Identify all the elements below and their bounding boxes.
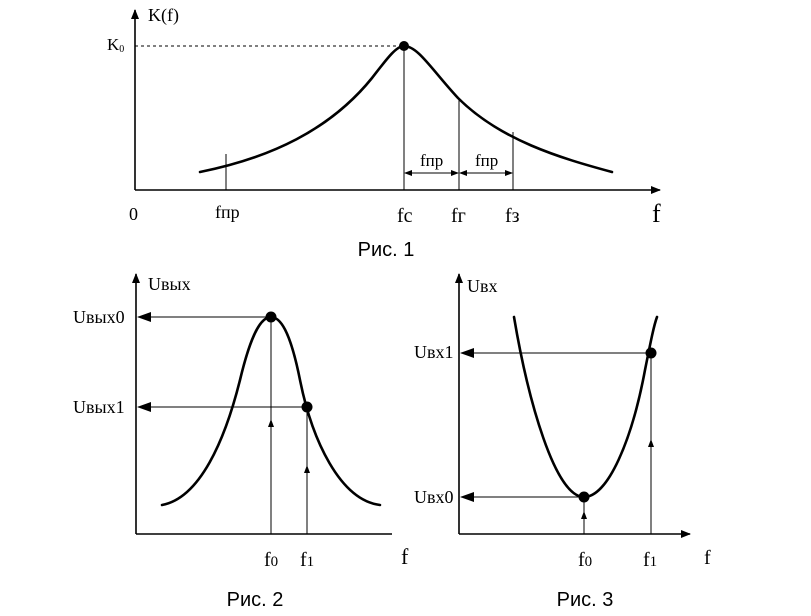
- fig3-caption: Рис. 3: [557, 589, 614, 611]
- fig1-caption: Рис. 1: [358, 239, 415, 261]
- fig1-k0-label: K0: [107, 35, 124, 55]
- fig2-u0-label: Uвых0: [73, 307, 125, 327]
- fig1-fpr-label: fпр: [215, 202, 240, 222]
- fig2-caption: Рис. 2: [227, 589, 284, 611]
- fig2-f1-label: f1: [300, 549, 314, 571]
- fig2-peak-point: [265, 311, 277, 323]
- fig1-band2-label: fпр: [475, 151, 498, 170]
- fig2-f1-point: [301, 401, 313, 413]
- fig3-f0-label: f0: [578, 549, 592, 571]
- fig2-f0-label: f0: [264, 549, 278, 571]
- fig2-u1-label: Uвых1: [73, 397, 125, 417]
- fig3-x-label: f: [704, 547, 711, 569]
- fig3-f1-point: [645, 347, 657, 359]
- fig1-fc-label: fс: [397, 205, 413, 227]
- fig2-x-label: f: [401, 544, 409, 569]
- fig3-u1-label: Uвх1: [414, 342, 454, 362]
- fig1-origin-label: 0: [129, 204, 138, 224]
- figure-3: Uвх Uвх1 Uвх0 f0 f1 f Рис. 3: [414, 273, 711, 611]
- fig1-x-label: f: [652, 199, 661, 228]
- fig1-fz-label: fз: [505, 205, 520, 227]
- fig1-y-label: K(f): [148, 5, 179, 26]
- fig3-y-label: Uвх: [467, 276, 498, 296]
- fig3-f1-label: f1: [643, 549, 657, 571]
- fig2-y-label: Uвых: [148, 274, 191, 294]
- fig3-input-curve: [512, 315, 659, 499]
- fig1-resonance-curve: [198, 44, 614, 174]
- figure-1: K(f) K0 fпр fпр 0 fпр fс fг fз f Рис. 1: [107, 5, 661, 261]
- fig3-min-point: [578, 491, 590, 503]
- figure-2: Uвых Uвых0 Uвых1 f0 f1 f Рис. 2: [73, 273, 409, 611]
- fig1-band1-label: fпр: [420, 151, 443, 170]
- fig1-fg-label: fг: [451, 205, 466, 227]
- fig3-u0-label: Uвх0: [414, 487, 454, 507]
